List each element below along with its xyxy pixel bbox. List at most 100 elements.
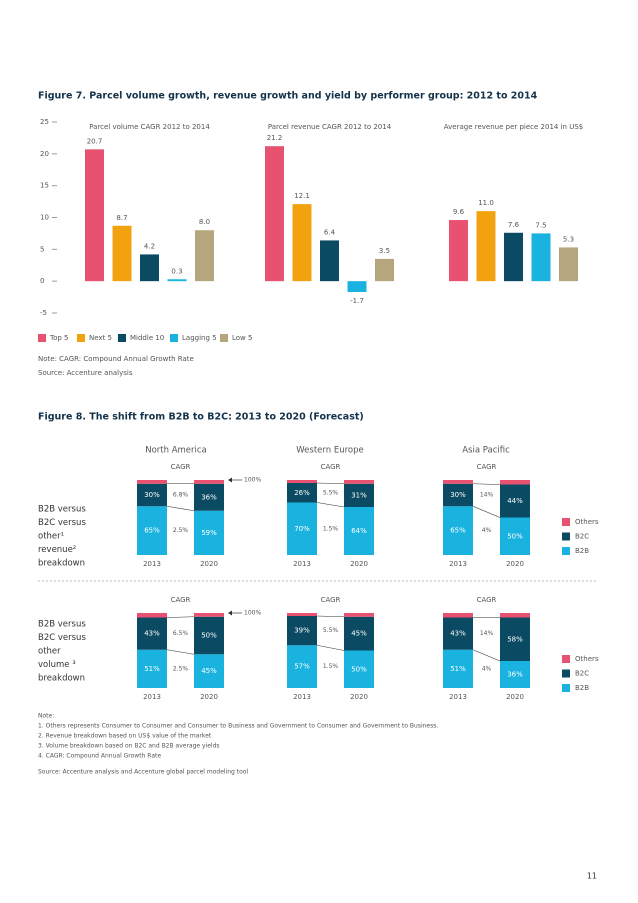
bar [140, 254, 159, 282]
year-label: 2013 [143, 693, 161, 701]
note: Note: CAGR: Compound Annual Growth Rate [38, 355, 194, 363]
legend-label: Others [575, 655, 599, 663]
b2b-segment [500, 661, 530, 688]
cagr-title: CAGR [321, 463, 341, 471]
b2b-segment [344, 650, 374, 688]
others-segment [287, 480, 317, 483]
panel-subtitle: Parcel volume CAGR 2012 to 2014 [89, 123, 210, 131]
y-tick-label: 15 [40, 182, 49, 190]
b2b-segment [344, 507, 374, 555]
note-line: 4. CAGR: Compound Annual Growth Rate [38, 753, 161, 760]
bar [504, 232, 523, 282]
year-label: 2020 [506, 560, 524, 568]
b2b-segment [194, 654, 224, 688]
value-label: 12.1 [294, 192, 310, 200]
value-label: 8.7 [116, 214, 127, 222]
legend-label: Top 5 [49, 334, 69, 342]
b2c-label: 58% [507, 635, 523, 643]
panel-subtitle: Parcel revenue CAGR 2012 to 2014 [268, 123, 392, 131]
b2c-label: 45% [351, 630, 367, 638]
region-title: Western Europe [296, 446, 363, 456]
cagr-b2c: 14% [480, 630, 494, 637]
connector [316, 644, 345, 651]
panel-subtitle: Average revenue per piece 2014 in US$ [444, 123, 583, 131]
year-label: 2020 [350, 693, 368, 701]
legend-swatch [562, 518, 570, 526]
bar [112, 225, 132, 282]
year-label: 2013 [143, 560, 161, 568]
year-label: 2020 [200, 693, 218, 701]
year-label: 2013 [293, 693, 311, 701]
bar [347, 281, 367, 292]
b2c-label: 31% [351, 491, 367, 499]
cagr-title: CAGR [477, 596, 497, 604]
b2b-label: 70% [294, 525, 310, 533]
arrow-head [228, 477, 232, 483]
b2b-segment [287, 502, 317, 555]
legend-swatch [220, 334, 228, 342]
value-label: 6.4 [324, 228, 336, 236]
b2c-label: 50% [201, 632, 217, 640]
value-label: 0.3 [171, 267, 182, 275]
annotation: 100% [244, 610, 261, 617]
b2b-label: 57% [294, 663, 310, 671]
b2c-label: 44% [507, 497, 523, 505]
others-segment [443, 613, 473, 618]
cagr-b2b: 2.5% [173, 665, 189, 672]
legend-label: Others [575, 518, 599, 526]
cagr-b2b: 1.5% [323, 663, 339, 670]
cagr-b2c: 5.5% [323, 627, 339, 634]
legend-swatch [562, 684, 570, 692]
region-title: North America [145, 446, 207, 456]
row-label: volume ³ [38, 660, 76, 670]
bar [476, 211, 496, 282]
b2c-label: 39% [294, 627, 310, 635]
arrow-head [228, 610, 232, 616]
connector [316, 615, 345, 618]
bar [292, 204, 312, 282]
b2b-label: 65% [144, 527, 160, 535]
b2c-label: 43% [144, 630, 160, 638]
y-tick-label: 25 [40, 118, 49, 126]
others-segment [287, 613, 317, 616]
source: Source: Accenture analysis [38, 369, 133, 377]
bar [449, 220, 468, 282]
cagr-b2c: 6.5% [173, 630, 189, 637]
cagr-b2c: 5.5% [323, 489, 339, 496]
value-label: -1.7 [350, 297, 364, 305]
b2c-segment [194, 616, 224, 655]
b2b-label: 64% [351, 527, 367, 535]
row-label: B2B versus [38, 620, 86, 630]
y-tick-label: 0 [40, 277, 44, 285]
connector [472, 505, 501, 518]
legend-swatch [38, 334, 46, 342]
y-tick-label: 5 [40, 245, 44, 253]
b2c-segment [500, 484, 530, 518]
value-label: 21.2 [267, 134, 283, 142]
b2c-label: 30% [144, 491, 160, 499]
b2b-segment [443, 506, 473, 555]
cagr-title: CAGR [477, 463, 497, 471]
cagr-title: CAGR [171, 596, 191, 604]
legend-swatch [77, 334, 85, 342]
others-segment [344, 613, 374, 617]
cagr-b2c: 6.8% [173, 492, 189, 499]
b2c-label: 43% [450, 630, 466, 638]
legend-label: Middle 10 [130, 334, 164, 342]
bar [265, 146, 284, 282]
b2c-segment [137, 483, 167, 507]
connector [316, 502, 345, 508]
legend-label: B2C [575, 533, 589, 541]
connector [472, 649, 501, 662]
cagr-b2b: 4% [482, 665, 492, 672]
b2c-segment [287, 483, 317, 503]
value-label: 5.3 [563, 235, 574, 243]
annotation: 100% [244, 477, 261, 484]
connector [472, 483, 501, 485]
row-label: B2C versus [38, 518, 86, 528]
legend-swatch [562, 532, 570, 541]
b2c-segment [443, 617, 473, 650]
legend-swatch [562, 547, 570, 555]
legend-label: B2B [575, 547, 589, 555]
